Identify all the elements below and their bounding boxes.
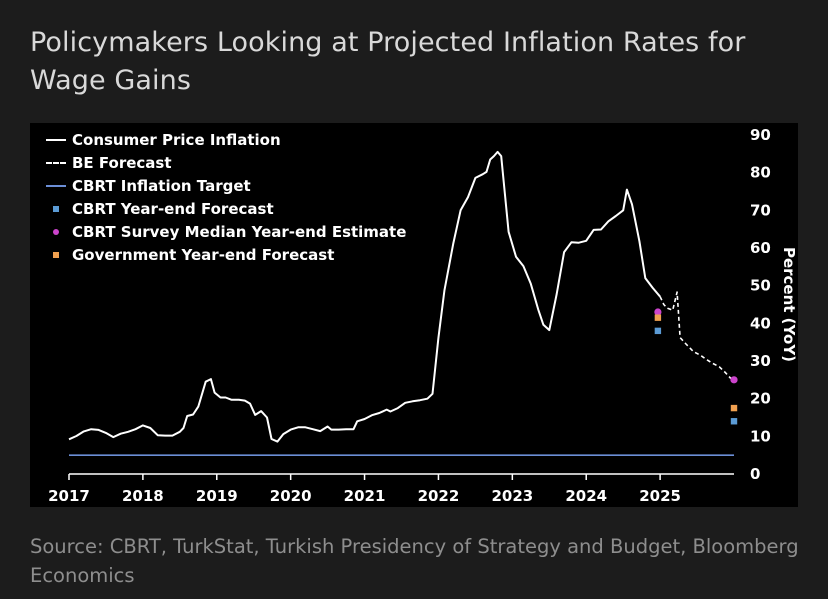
- legend-swatch-blue-line: [46, 184, 66, 187]
- x-tick-label: 2023: [491, 487, 533, 505]
- y-tick-label: 60: [750, 239, 771, 257]
- legend-swatch-dashed-line: [46, 161, 66, 164]
- legend-label: Government Year-end Forecast: [72, 245, 335, 264]
- legend-item-cbrt-forecast: CBRT Year-end Forecast: [44, 197, 406, 220]
- x-tick-label: 2022: [418, 487, 460, 505]
- legend-label: CBRT Year-end Forecast: [72, 199, 274, 218]
- legend-item-survey-estimate: CBRT Survey Median Year-end Estimate: [44, 220, 406, 243]
- legend-swatch-solid-line: [46, 138, 66, 141]
- y-axis-label: Percent (YoY): [780, 247, 798, 362]
- y-tick-label: 30: [750, 352, 771, 370]
- y-tick-label: 80: [750, 164, 771, 182]
- x-tick-label: 2024: [565, 487, 607, 505]
- marker-survey-estimate: [730, 376, 738, 384]
- marker-survey-estimate: [654, 308, 662, 316]
- series-line-be-forecast: [659, 291, 735, 381]
- legend: Consumer Price Inflation BE Forecast CBR…: [44, 128, 406, 266]
- chart-svg: 2017 2018 2019 2020 2021 2022 2023 2024 2025 0 10 2…: [48, 126, 798, 505]
- x-tick-label: 2017: [48, 487, 90, 505]
- legend-swatch-magenta-circle: [53, 228, 59, 235]
- y-tick-label: 50: [750, 277, 771, 295]
- y-tick-label: 70: [750, 201, 771, 219]
- chart-area: 2017 2018 2019 2020 2021 2022 2023 2024 2025 0 10 2…: [30, 123, 798, 507]
- legend-item-cpi: Consumer Price Inflation: [44, 128, 406, 151]
- legend-label: BE Forecast: [72, 153, 172, 172]
- x-tick-label: 2020: [270, 487, 312, 505]
- legend-item-be-forecast: BE Forecast: [44, 151, 406, 174]
- legend-label: CBRT Inflation Target: [72, 176, 251, 195]
- marker-cbrt-forecast: [730, 418, 738, 425]
- marker-government-forecast: [654, 314, 662, 321]
- x-tick-label: 2018: [122, 487, 164, 505]
- marker-cbrt-forecast: [654, 327, 662, 335]
- x-tick-label: 2025: [639, 487, 681, 505]
- legend-label: Consumer Price Inflation: [72, 130, 281, 149]
- y-tick-label: 0: [750, 465, 760, 483]
- source-note: Source: CBRT, TurkStat, Turkish Presiden…: [30, 535, 799, 587]
- x-tick-label: 2021: [344, 487, 386, 505]
- series-line-cpi: [68, 150, 661, 443]
- y-tick-label: 10: [750, 427, 771, 445]
- legend-label: CBRT Survey Median Year-end Estimate: [72, 222, 407, 241]
- x-tick-label: 2019: [196, 487, 238, 505]
- legend-swatch-blue-square: [53, 205, 59, 212]
- y-tick-label: 20: [750, 390, 771, 408]
- legend-swatch-orange-square: [53, 251, 59, 258]
- chart-title: Policymakers Looking at Projected Inflat…: [30, 27, 746, 96]
- legend-item-government-forecast: Government Year-end Forecast: [44, 243, 406, 266]
- marker-government-forecast: [730, 404, 738, 412]
- legend-item-target: CBRT Inflation Target: [44, 174, 406, 197]
- y-tick-label: 40: [750, 314, 771, 332]
- y-tick-label: 90: [750, 126, 771, 144]
